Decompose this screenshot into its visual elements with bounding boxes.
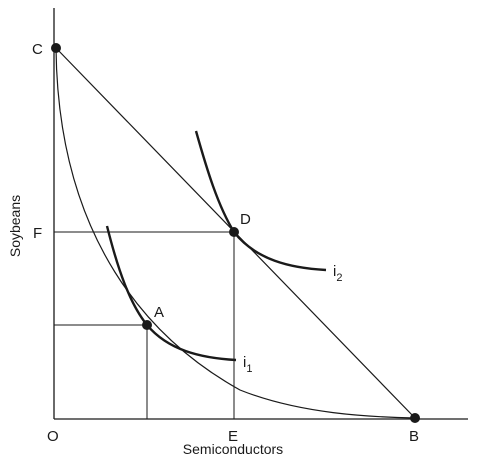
point-c-marker [51,43,61,53]
point-a-marker [142,320,152,330]
label-i1: i1 [243,354,252,375]
label-i2: i2 [333,263,342,284]
indifference-curve-i2 [194,130,327,272]
label-c: C [32,41,43,58]
point-b-marker [410,413,420,423]
label-origin: O [47,428,59,445]
label-e: E [228,428,238,445]
label-b: B [409,428,419,445]
label-a: A [154,304,164,321]
production-possibility-curve [55,47,416,419]
point-d-marker [229,227,239,237]
x-axis-label: Semiconductors [183,441,283,457]
y-axis-label: Soybeans [7,195,23,257]
label-d: D [240,211,251,228]
label-f: F [33,225,42,242]
